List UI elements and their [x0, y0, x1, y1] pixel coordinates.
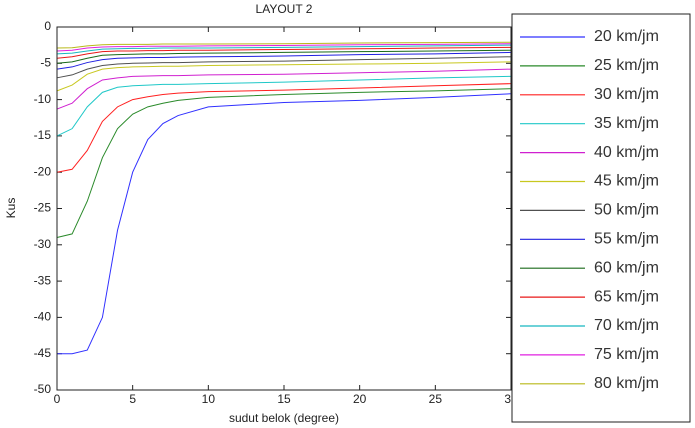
legend-label: 80 km/jm — [594, 375, 659, 392]
legend-label: 65 km/jm — [594, 288, 659, 305]
series-line — [57, 93, 512, 355]
y-tick-label: -10 — [34, 92, 52, 106]
y-axis-label: Kus — [4, 198, 18, 219]
series-line — [56, 44, 512, 55]
axes-box — [56, 26, 512, 391]
y-tick-label: -45 — [34, 346, 52, 360]
x-tick-label: 0 — [54, 392, 61, 406]
y-tick-label: -50 — [34, 382, 52, 396]
x-tick-label: 10 — [202, 392, 216, 406]
y-tick-label: -30 — [34, 237, 52, 251]
series-line — [56, 51, 512, 70]
series-line — [56, 43, 512, 52]
y-tick-label: -20 — [34, 164, 52, 178]
series-line — [56, 56, 512, 79]
series-line — [56, 68, 512, 110]
series-line — [56, 46, 512, 59]
x-axis-label: sudut belok (degree) — [229, 411, 339, 425]
legend-label: 50 km/jm — [594, 202, 659, 219]
legend-label: 45 km/jm — [594, 173, 659, 190]
series-line — [56, 88, 512, 239]
y-tick-label: -40 — [34, 310, 52, 324]
series-line — [56, 49, 512, 64]
legend-label: 55 km/jm — [594, 231, 659, 248]
plot-area — [57, 27, 511, 390]
chart-title: LAYOUT 2 — [256, 2, 313, 16]
y-tick-label: -15 — [34, 128, 52, 142]
legend-label: 30 km/jm — [594, 86, 659, 103]
legend-label: 70 km/jm — [594, 317, 659, 334]
x-tick-label: 20 — [353, 392, 367, 406]
y-tick-label: -25 — [34, 201, 52, 215]
y-tick-label: -35 — [34, 273, 52, 287]
x-tick-label: 15 — [277, 392, 291, 406]
y-tick-label: -5 — [40, 55, 51, 69]
series-line — [56, 61, 512, 92]
x-tick-label: 5 — [129, 392, 136, 406]
series-line — [56, 83, 512, 173]
legend-label: 60 km/jm — [594, 259, 659, 276]
legend-label: 25 km/jm — [594, 57, 659, 74]
legend-box — [511, 13, 691, 423]
legend-label: 40 km/jm — [594, 144, 659, 161]
series-line — [56, 41, 512, 49]
legend-label: 75 km/jm — [594, 346, 659, 363]
series-line — [56, 75, 512, 137]
x-tick-label: 25 — [429, 392, 443, 406]
y-tick-label: 0 — [44, 19, 51, 33]
legend-label: 20 km/jm — [594, 28, 659, 45]
legend-label: 35 km/jm — [594, 115, 659, 132]
